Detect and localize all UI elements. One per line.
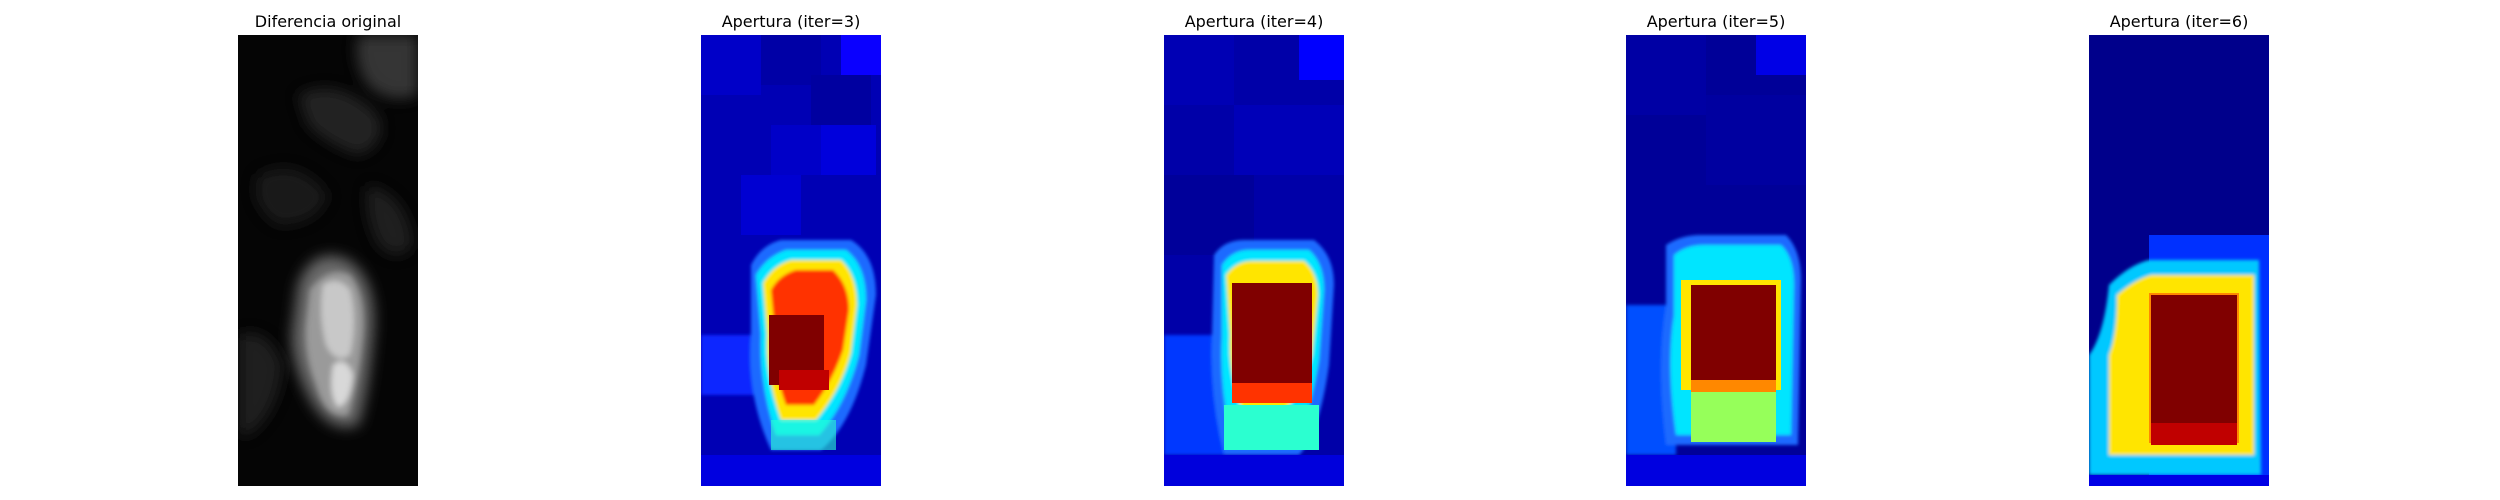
panel-opening-iter-4: Apertura (iter=4) bbox=[1164, 0, 1344, 500]
panel-title: Diferencia original bbox=[254, 12, 402, 31]
panel-opening-iter-3: Apertura (iter=3) bbox=[701, 0, 881, 500]
panel-title: Apertura (iter=4) bbox=[1184, 12, 1324, 31]
panel-title: Apertura (iter=5) bbox=[1646, 12, 1786, 31]
opening-iter-3-heatmap bbox=[701, 35, 881, 486]
panel-opening-iter-6: Apertura (iter=6) bbox=[2089, 0, 2269, 500]
panel-opening-iter-5: Apertura (iter=5) bbox=[1626, 0, 1806, 500]
panel-title: Apertura (iter=6) bbox=[2109, 12, 2249, 31]
grayscale-difference-image bbox=[238, 35, 418, 486]
panel-original-difference: Diferencia original bbox=[238, 0, 418, 500]
opening-iter-6-heatmap bbox=[2089, 35, 2269, 486]
panel-title: Apertura (iter=3) bbox=[721, 12, 861, 31]
opening-iter-4-heatmap bbox=[1164, 35, 1344, 486]
opening-iter-5-heatmap bbox=[1626, 35, 1806, 486]
